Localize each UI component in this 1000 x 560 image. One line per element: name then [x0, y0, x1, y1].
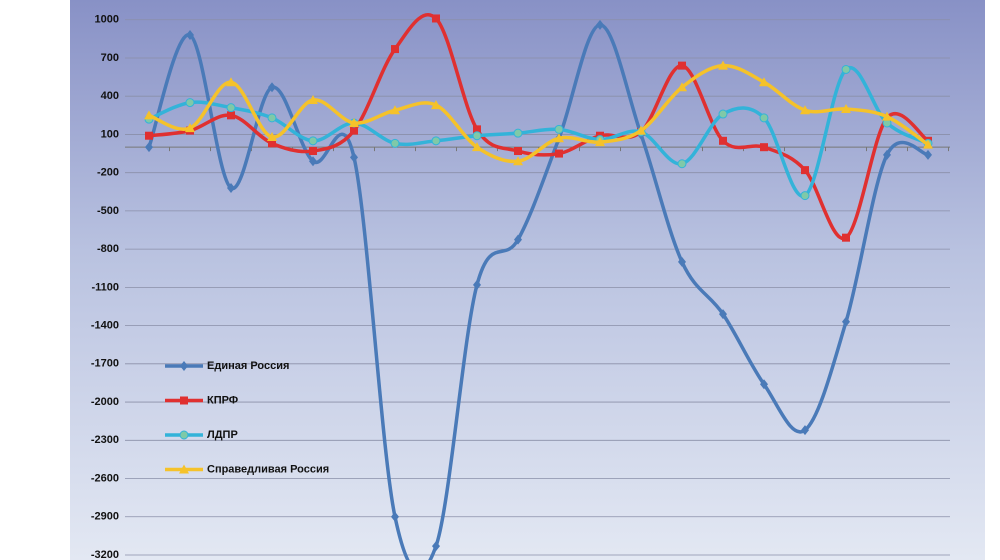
marker [595, 137, 605, 147]
marker [678, 256, 686, 267]
marker [882, 111, 892, 121]
marker [145, 131, 153, 140]
marker [759, 113, 769, 123]
legend-label: КПРФ [207, 394, 238, 406]
y-tick-label: -1700 [91, 358, 119, 370]
marker [677, 82, 687, 92]
marker [180, 361, 188, 371]
marker [268, 139, 276, 148]
marker [759, 77, 769, 87]
marker [390, 105, 400, 115]
marker [267, 131, 277, 141]
marker [226, 103, 236, 113]
y-tick-label: -1100 [91, 281, 119, 293]
marker [308, 95, 318, 105]
marker [431, 100, 441, 110]
y-tick-label: -1400 [91, 320, 119, 332]
marker [432, 541, 440, 552]
marker [596, 19, 604, 30]
marker [718, 60, 728, 70]
marker [391, 45, 399, 54]
marker [514, 234, 522, 245]
y-tick-label: -3200 [91, 549, 119, 560]
y-tick-label: -200 [97, 167, 119, 179]
marker [718, 109, 728, 119]
marker [227, 111, 235, 120]
marker [349, 117, 359, 127]
marker [391, 511, 399, 522]
marker [267, 113, 277, 123]
marker [513, 128, 523, 138]
marker [555, 149, 563, 158]
marker [226, 77, 236, 87]
marker [883, 149, 891, 160]
y-tick-label: -500 [97, 205, 119, 217]
marker [719, 136, 727, 145]
marker [801, 425, 809, 436]
marker [473, 125, 481, 134]
marker [513, 156, 523, 166]
plot-background [70, 0, 985, 560]
y-tick-label: 100 [101, 128, 119, 140]
marker [179, 430, 189, 440]
marker [390, 138, 400, 148]
y-tick-label: 400 [101, 90, 119, 102]
marker [719, 309, 727, 320]
legend-label: Единая Россия [207, 360, 289, 372]
marker [227, 182, 235, 193]
marker [554, 133, 564, 143]
marker [677, 159, 687, 169]
series-line [148, 13, 930, 241]
y-tick-label: -2000 [91, 396, 119, 408]
y-tick-label: -2300 [91, 434, 119, 446]
marker [514, 147, 522, 156]
marker [144, 110, 154, 120]
marker [760, 143, 768, 152]
marker [180, 396, 188, 405]
marker [842, 233, 850, 242]
marker [923, 139, 933, 149]
marker [350, 126, 358, 135]
marker [432, 14, 440, 23]
marker [472, 131, 482, 141]
marker [841, 64, 851, 74]
marker [678, 61, 686, 70]
legend-label: Справедливая Россия [207, 463, 329, 475]
marker [186, 30, 194, 41]
marker [800, 191, 810, 201]
y-tick-label: -2900 [91, 511, 119, 523]
marker [179, 464, 189, 474]
legend-label: ЛДПР [207, 429, 238, 441]
marker [145, 142, 153, 153]
marker [308, 136, 318, 146]
marker [841, 103, 851, 113]
marker [801, 166, 809, 175]
marker [636, 125, 646, 135]
marker [473, 279, 481, 290]
marker [472, 142, 482, 152]
y-tick-label: 1000 [95, 14, 119, 26]
marker [800, 105, 810, 115]
marker [760, 379, 768, 390]
y-tick-label: -800 [97, 243, 119, 255]
marker [309, 156, 317, 167]
marker [185, 123, 195, 133]
marker [554, 124, 564, 134]
marker [842, 316, 850, 327]
marker [185, 98, 195, 108]
marker [268, 82, 276, 93]
y-tick-label: -2600 [91, 472, 119, 484]
marker [431, 136, 441, 146]
marker [350, 152, 358, 163]
marker [309, 147, 317, 156]
marker [924, 149, 932, 160]
y-tick-label: 700 [101, 52, 119, 64]
